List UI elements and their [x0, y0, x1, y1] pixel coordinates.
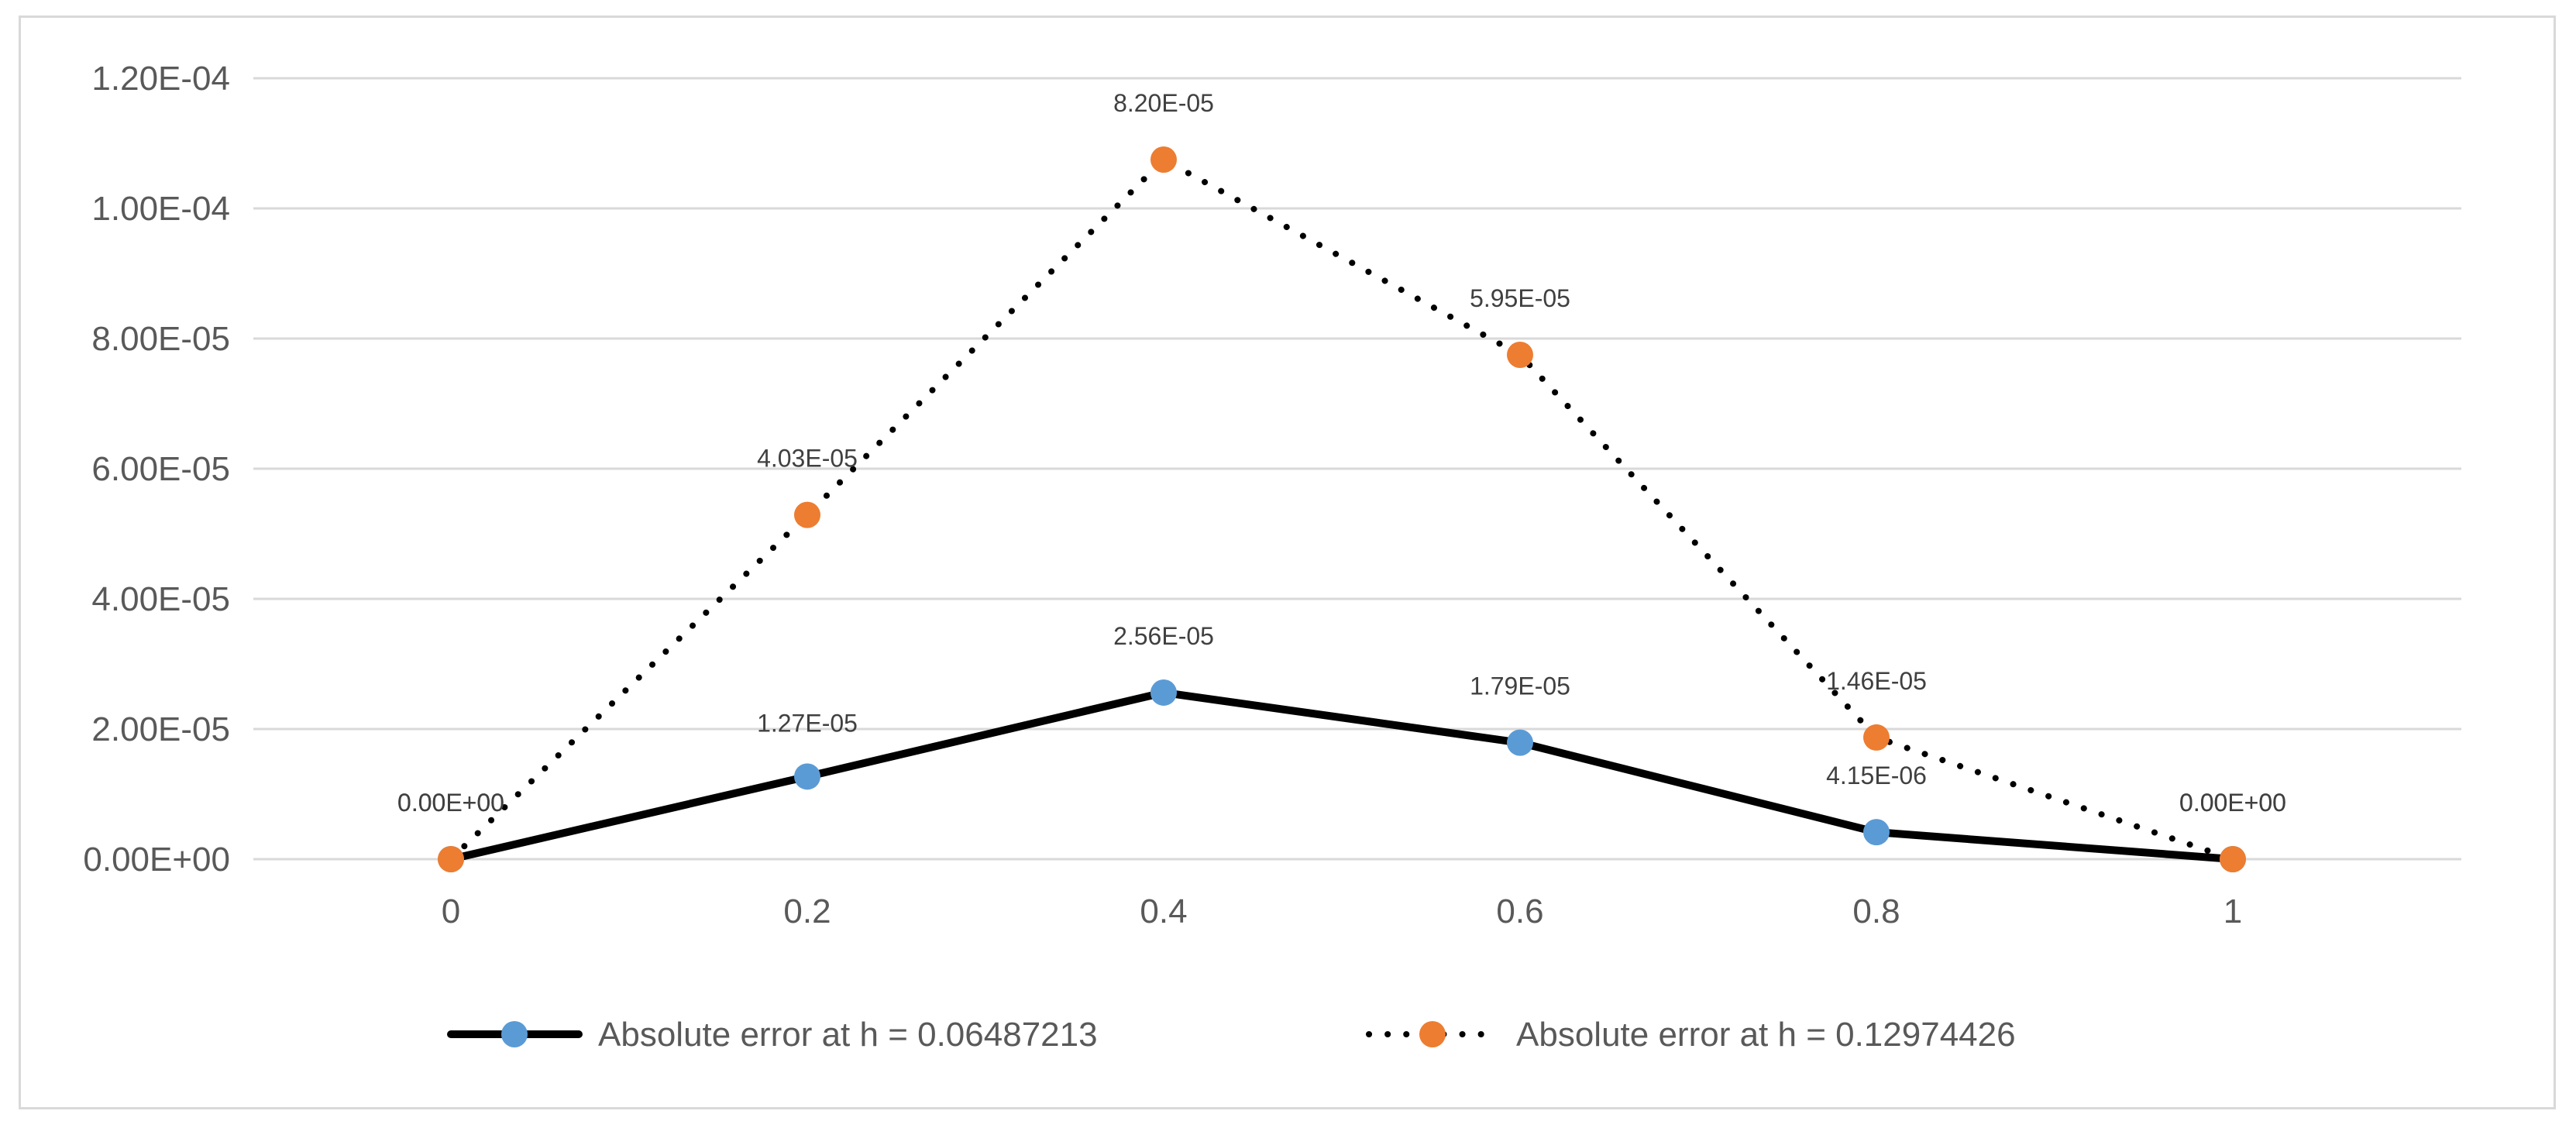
- y-tick-label: 1.00E-04: [91, 190, 230, 228]
- y-tick-label: 8.00E-05: [91, 320, 230, 358]
- data-point: [794, 501, 820, 528]
- x-tick-label: 0.4: [1140, 892, 1187, 930]
- legend: Absolute error at h = 0.06487213 Absolute…: [447, 1016, 2016, 1054]
- legend-marker: [501, 1021, 528, 1047]
- legend-label: Absolute error at h = 0.06487213: [598, 1016, 1098, 1054]
- series-markers: [438, 146, 2246, 872]
- line-chart: 0.00E+00 2.00E-05 4.00E-05 6.00E-05 8.00E-05…: [83, 60, 2461, 1054]
- legend-label: Absolute error at h = 0.12974426: [1516, 1016, 2016, 1054]
- y-tick-label: 6.00E-05: [91, 450, 230, 488]
- data-point: [2220, 846, 2246, 872]
- y-tick-label: 1.20E-04: [91, 60, 230, 98]
- data-labels: 0.00E+00 1.27E-05 2.56E-05 1.79E-05 4.15E-06…: [397, 89, 2286, 817]
- data-label: 0.00E+00: [397, 789, 504, 817]
- data-point: [1507, 729, 1533, 756]
- data-point: [1507, 342, 1533, 368]
- data-label: 0.00E+00: [2179, 789, 2286, 817]
- data-label: 8.20E-05: [1113, 89, 1214, 117]
- x-tick-label: 1: [2223, 892, 2242, 930]
- data-label: 1.46E-05: [1826, 667, 1927, 695]
- y-tick-label: 2.00E-05: [91, 710, 230, 748]
- chart-frame: 0.00E+00 2.00E-05 4.00E-05 6.00E-05 8.00E-05…: [19, 15, 2556, 1109]
- y-tick-label: 4.00E-05: [91, 580, 230, 618]
- data-point: [794, 763, 820, 790]
- data-point: [1150, 679, 1177, 706]
- gridlines: [253, 77, 2461, 861]
- y-tick-label: 0.00E+00: [83, 841, 230, 879]
- data-point: [1863, 819, 1890, 846]
- x-axis: 0 0.2 0.4 0.6 0.8 1: [442, 892, 2242, 930]
- data-point: [1150, 146, 1177, 173]
- data-point: [1863, 724, 1890, 751]
- x-tick-label: 0.2: [783, 892, 831, 930]
- data-label: 1.27E-05: [757, 709, 858, 737]
- data-label: 4.15E-06: [1826, 762, 1927, 789]
- data-point: [438, 846, 464, 872]
- series-lines: [447, 156, 2237, 863]
- data-label: 0.00E+00: [2179, 789, 2286, 817]
- legend-marker: [1419, 1021, 1446, 1047]
- y-axis: 0.00E+00 2.00E-05 4.00E-05 6.00E-05 8.00E-05…: [83, 60, 230, 879]
- data-label: 1.79E-05: [1470, 672, 1570, 700]
- x-tick-label: 0.8: [1852, 892, 1900, 930]
- x-tick-label: 0: [442, 892, 460, 930]
- series-line: [448, 156, 2236, 862]
- data-label: 5.95E-05: [1470, 284, 1570, 312]
- x-tick-label: 0.6: [1496, 892, 1543, 930]
- data-label: 0.00E+00: [397, 789, 504, 817]
- series-line: [447, 688, 2237, 863]
- data-label: 4.03E-05: [757, 445, 858, 473]
- data-label: 2.56E-05: [1113, 622, 1214, 650]
